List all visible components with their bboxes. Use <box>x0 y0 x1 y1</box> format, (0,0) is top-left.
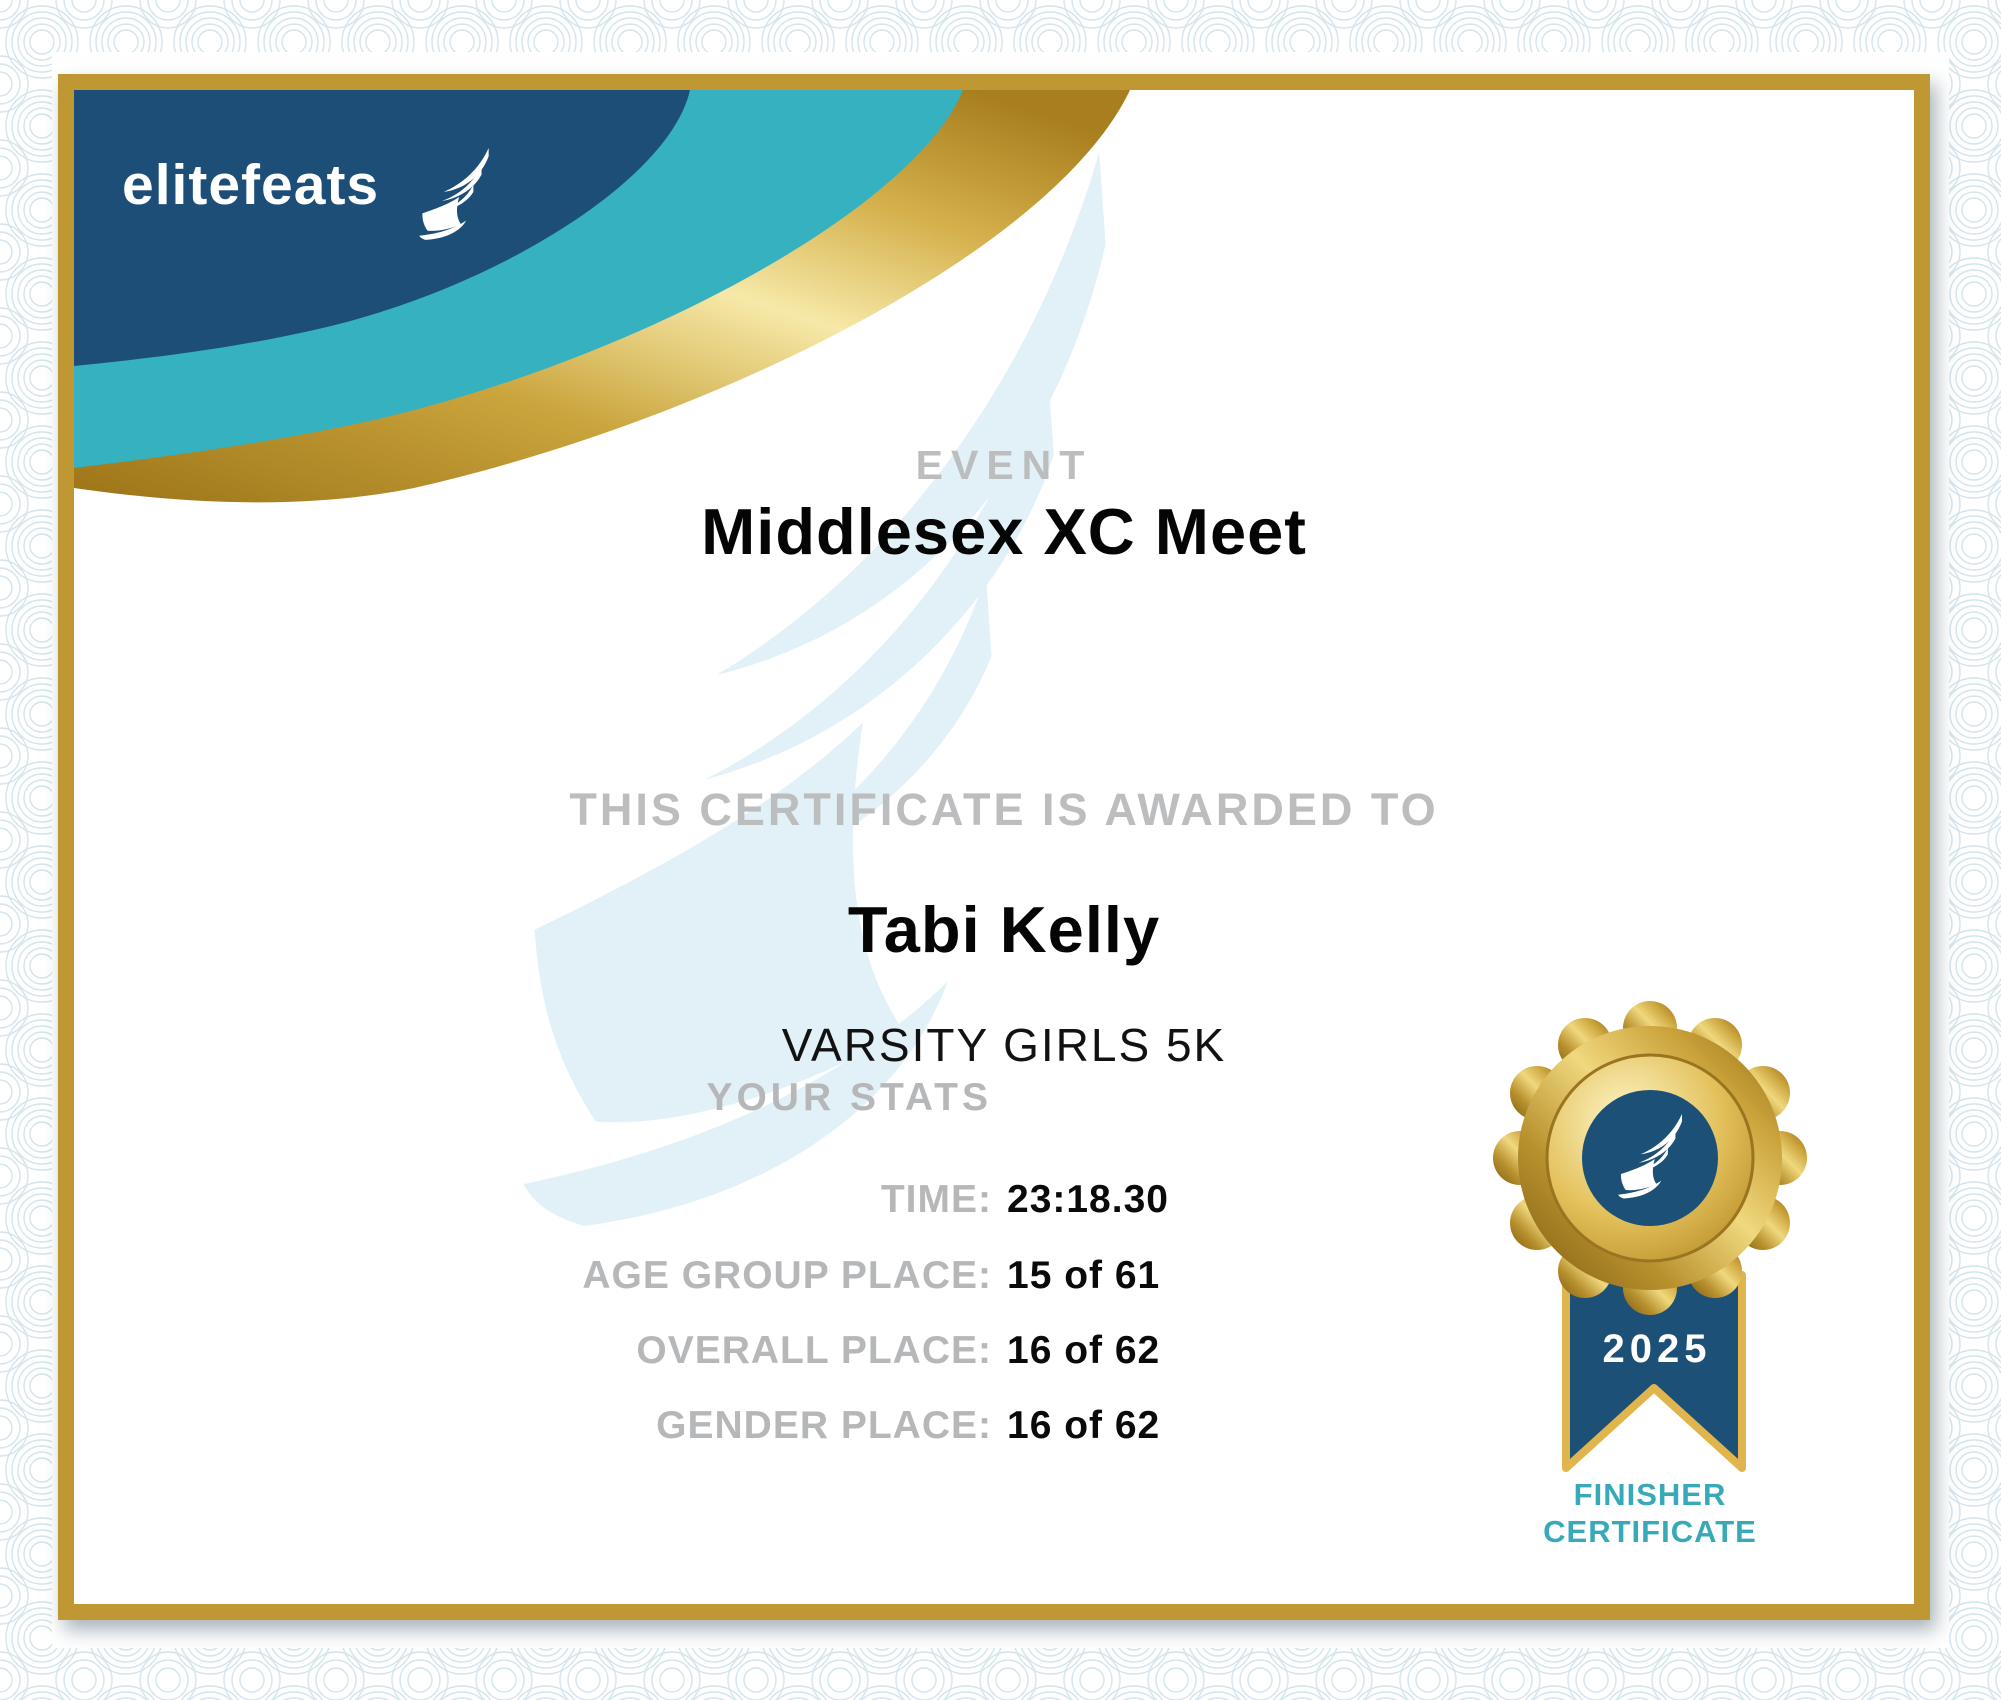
event-label: EVENT <box>915 442 1093 488</box>
division-name: VARSITY GIRLS 5K <box>781 1019 1227 1071</box>
recipient-name: Tabi Kelly <box>847 893 1161 966</box>
stat-row-overall-place: OVERALL PLACE: 16 of 62 <box>74 1329 1914 1379</box>
stat-label: TIME: <box>880 1178 992 1221</box>
badge-caption: FINISHER CERTIFICATE <box>1466 1476 1834 1550</box>
badge-year: 2025 <box>1603 1327 1712 1371</box>
event-name: Middlesex XC Meet <box>701 495 1307 568</box>
awarded-to-label: THIS CERTIFICATE IS AWARDED TO <box>569 784 1439 835</box>
finisher-medal-badge: 2025 <box>1493 1001 1807 1472</box>
stat-row-time: TIME: 23:18.30 <box>74 1178 1914 1228</box>
stat-label: GENDER PLACE: <box>656 1404 992 1447</box>
stat-value: 16 of 62 <box>1007 1404 1161 1447</box>
stat-value: 23:18.30 <box>1007 1178 1169 1221</box>
stat-label: AGE GROUP PLACE: <box>582 1254 992 1297</box>
certificate-card: elitefeats EVENT Middlesex XC Meet THIS … <box>58 74 1930 1620</box>
stat-value: 16 of 62 <box>1007 1329 1161 1372</box>
winged-foot-icon <box>404 138 506 256</box>
stat-row-age-group-place: AGE GROUP PLACE: 15 of 61 <box>74 1254 1914 1304</box>
stat-value: 15 of 61 <box>1007 1254 1161 1297</box>
badge-caption-line2: CERTIFICATE <box>1543 1514 1757 1549</box>
stat-row-gender-place: GENDER PLACE: 16 of 62 <box>74 1404 1914 1454</box>
header-swoosh-graphic <box>74 90 1130 503</box>
brand-logo-text: elitefeats <box>122 153 380 217</box>
stat-label: OVERALL PLACE: <box>636 1329 992 1372</box>
badge-caption-line1: FINISHER <box>1573 1477 1727 1512</box>
badge-rosette <box>1493 1001 1807 1315</box>
stats-heading: YOUR STATS <box>706 1076 992 1119</box>
